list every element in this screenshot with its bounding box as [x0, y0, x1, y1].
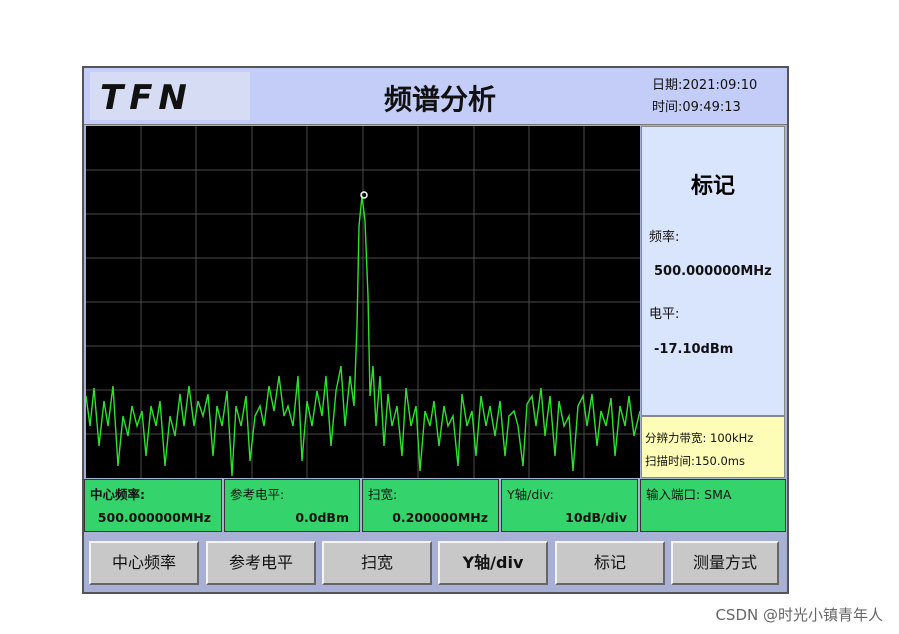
grid [86, 126, 640, 478]
marker-title: 标记 [690, 174, 735, 199]
marker-point [360, 191, 368, 199]
softkey[interactable]: 扫宽 [322, 541, 432, 585]
param-value: 0.0dBm [295, 510, 349, 525]
level-label: 电平: [649, 307, 680, 322]
marker-panel [641, 126, 785, 416]
softkey[interactable]: 测量方式 [671, 541, 779, 585]
softkey[interactable]: 中心频率 [89, 541, 199, 585]
level-value: -17.10dBm [654, 342, 734, 357]
date: 日期:2021:09:10 [652, 78, 758, 93]
screen-title: 频谱分析 [383, 83, 496, 116]
rbw: 分辨力带宽: 100kHz [645, 431, 754, 445]
param-box: 扫宽: 0.200000MHz [362, 479, 499, 532]
sweep-time: 扫描时间:150.0ms [645, 454, 745, 468]
param-box: 中心频率: 500.000000MHz [84, 479, 222, 532]
logo: TFN [90, 72, 250, 120]
spectrum-plot [86, 126, 640, 478]
param-box: 输入端口: SMA [640, 479, 786, 532]
time: 时间:09:49:13 [652, 100, 741, 115]
info-panel [641, 416, 785, 478]
watermark: CSDN @时光小镇青年人 [715, 606, 883, 624]
softkey[interactable]: Y轴/div [438, 541, 548, 585]
param-label: 参考电平: [230, 487, 285, 502]
softkey[interactable]: 标记 [555, 541, 665, 585]
param-label: 中心频率: [90, 487, 145, 502]
param-label: Y轴/div: [507, 487, 554, 502]
param-value: 0.200000MHz [392, 510, 488, 525]
spectrum-trace [86, 195, 640, 477]
param-label: 扫宽: [368, 487, 398, 502]
param-box: Y轴/div: 10dB/div [501, 479, 638, 532]
param-value: 10dB/div [565, 510, 627, 525]
softkey[interactable]: 参考电平 [206, 541, 316, 585]
freq-label: 频率: [649, 230, 680, 245]
param-value: 500.000000MHz [97, 510, 211, 525]
freq-value: 500.000000MHz [654, 264, 772, 279]
param-box: 参考电平: 0.0dBm [224, 479, 360, 532]
param-label: 输入端口: SMA [646, 487, 732, 502]
